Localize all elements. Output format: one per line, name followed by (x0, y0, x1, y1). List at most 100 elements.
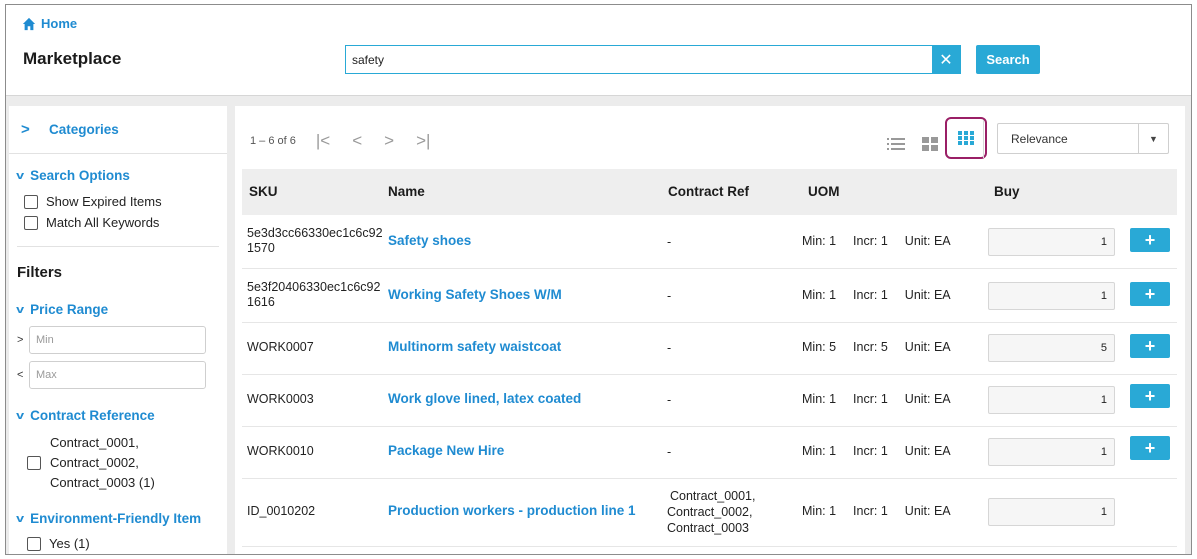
list-view-icon[interactable] (885, 133, 907, 155)
home-label: Home (41, 16, 78, 31)
uom-cell: Min: 5 Incr: 5 Unit: EA (802, 340, 968, 354)
view-switcher (885, 117, 999, 159)
chevron-down-icon: ▼ (1138, 124, 1168, 153)
price-range-header[interactable]: v Price Range (16, 302, 109, 317)
chevron-down-icon: v (16, 303, 25, 316)
contract-ref-cell: - (667, 341, 672, 355)
uom-unit: Unit: EA (904, 504, 951, 518)
app-frame: Home Marketplace ✕ Search > Categories v… (5, 4, 1192, 555)
column-name: Name (388, 184, 425, 199)
product-name-link[interactable]: Safety shoes (388, 233, 472, 248)
tile-view-icon[interactable] (919, 133, 941, 155)
add-to-cart-button[interactable]: + (1130, 228, 1170, 252)
sku-cell: WORK0010 (247, 444, 314, 458)
environment-yes-option[interactable]: Yes (1) (27, 536, 90, 551)
match-keywords-option[interactable]: Match All Keywords (24, 215, 159, 230)
contract-reference-header[interactable]: v Contract Reference (16, 408, 155, 423)
prev-page-icon[interactable]: < (352, 131, 363, 150)
uom-incr: Incr: 1 (853, 288, 888, 302)
contract-line: Contract_0002, (50, 455, 139, 470)
max-price-input[interactable]: Max (29, 361, 206, 389)
uom-cell: Min: 1 Incr: 1 Unit: EA (802, 392, 968, 406)
table-row: WORK0007 Multinorm safety waistcoat - Mi… (242, 323, 1177, 375)
sku-line: 1570 (247, 241, 275, 255)
uom-min: Min: 1 (802, 234, 837, 248)
categories-toggle[interactable]: > Categories (9, 106, 227, 154)
contract-reference-checkbox[interactable] (27, 456, 41, 470)
next-page-icon[interactable]: > (384, 131, 395, 150)
table-row: 5e3d3cc66330ec1c6c92 1570 Safety shoes -… (242, 215, 1177, 269)
table-row: WORK0010 Package New Hire - Min: 1 Incr:… (242, 427, 1177, 479)
contract-reference-option[interactable]: Contract_0001, Contract_0002, Contract_0… (27, 433, 155, 493)
product-name-link[interactable]: Package New Hire (388, 443, 505, 458)
quantity-input[interactable]: 1 (988, 438, 1115, 466)
add-to-cart-button[interactable]: + (1130, 282, 1170, 306)
uom-cell: Min: 1 Incr: 1 Unit: EA (802, 288, 968, 302)
min-price-placeholder: Min (36, 334, 54, 346)
sku-cell: 5e3f20406330ec1c6c92 1616 (247, 280, 380, 310)
column-uom: UOM (808, 184, 840, 199)
page-title: Marketplace (23, 49, 122, 68)
show-expired-label: Show Expired Items (46, 194, 162, 209)
first-page-icon[interactable]: |< (315, 131, 331, 150)
contract-ref-cell: - (667, 289, 672, 303)
divider (983, 120, 984, 158)
search-button[interactable]: Search (976, 45, 1040, 74)
chevron-down-icon: v (16, 169, 25, 182)
table-row: ID_0010202 Production workers - producti… (242, 479, 1177, 547)
sku-line: 5e3f20406330ec1c6c92 (247, 280, 381, 294)
search-input[interactable] (346, 46, 932, 73)
quantity-input[interactable]: 1 (988, 386, 1115, 414)
contract-ref-cell: - (667, 393, 672, 407)
clear-search-button[interactable]: ✕ (932, 46, 960, 73)
home-link[interactable]: Home (22, 16, 77, 31)
table-header: SKU Name Contract Ref UOM Buy (242, 169, 1177, 215)
grid-view-icon[interactable] (945, 117, 987, 159)
uom-cell: Min: 1 Incr: 1 Unit: EA (802, 444, 968, 458)
uom-incr: Incr: 1 (853, 392, 888, 406)
show-expired-checkbox[interactable] (24, 194, 38, 209)
column-buy: Buy (994, 184, 1020, 199)
contract-line: Contract_0003 (667, 521, 750, 535)
add-to-cart-button[interactable]: + (1130, 436, 1170, 460)
quantity-input[interactable]: 1 (988, 498, 1115, 526)
sort-dropdown[interactable]: Relevance ▼ (997, 123, 1169, 154)
max-price-placeholder: Max (36, 369, 57, 381)
filters-title: Filters (17, 264, 63, 281)
add-to-cart-button[interactable]: + (1130, 334, 1170, 358)
uom-unit: Unit: EA (904, 234, 951, 248)
price-range-title: Price Range (30, 302, 109, 317)
sort-value: Relevance (1011, 131, 1068, 146)
uom-unit: Unit: EA (904, 288, 951, 302)
uom-incr: Incr: 1 (853, 444, 888, 458)
contract-line: Contract_0003 (1) (50, 475, 155, 490)
environment-title: Environment-Friendly Item (30, 511, 202, 526)
quantity-input[interactable]: 1 (988, 282, 1115, 310)
contract-ref-cell: - (667, 445, 672, 459)
contract-reference-label: Contract_0001, Contract_0002, Contract_0… (50, 433, 155, 493)
product-name-link[interactable]: Working Safety Shoes W/M (388, 287, 562, 302)
match-keywords-checkbox[interactable] (24, 215, 38, 230)
last-page-icon[interactable]: >| (416, 131, 431, 150)
quantity-input[interactable]: 1 (988, 228, 1115, 256)
min-price-input[interactable]: Min (29, 326, 206, 354)
product-name-link[interactable]: Work glove lined, latex coated (388, 391, 582, 406)
less-than-symbol: < (17, 369, 24, 381)
add-to-cart-button[interactable]: + (1130, 384, 1170, 408)
show-expired-option[interactable]: Show Expired Items (24, 194, 162, 209)
uom-incr: Incr: 5 (853, 340, 888, 354)
product-name-link[interactable]: Production workers - production line 1 (388, 503, 636, 518)
column-sku: SKU (249, 184, 278, 199)
greater-than-symbol: > (17, 334, 24, 346)
environment-header[interactable]: v Environment-Friendly Item (16, 511, 202, 526)
column-contract-ref: Contract Ref (668, 184, 750, 199)
categories-label: Categories (49, 122, 119, 137)
product-name-link[interactable]: Multinorm safety waistcoat (388, 339, 562, 354)
quantity-input[interactable]: 5 (988, 334, 1115, 362)
contract-ref-cell: - (667, 235, 672, 249)
environment-yes-checkbox[interactable] (27, 536, 41, 551)
search-options-header[interactable]: v Search Options (16, 168, 130, 183)
chevron-right-icon: > (21, 121, 30, 138)
sku-cell: WORK0007 (247, 340, 314, 354)
uom-cell: Min: 1 Incr: 1 Unit: EA (802, 504, 968, 518)
